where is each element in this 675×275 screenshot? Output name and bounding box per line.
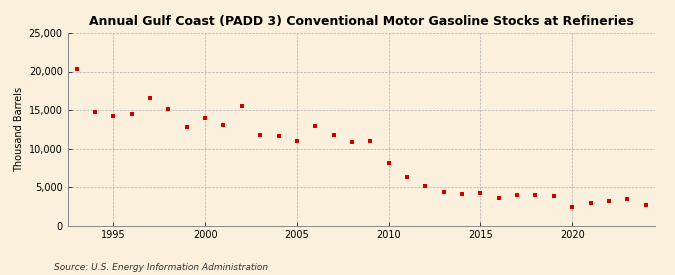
Y-axis label: Thousand Barrels: Thousand Barrels: [14, 87, 24, 172]
Text: Source: U.S. Energy Information Administration: Source: U.S. Energy Information Administ…: [54, 263, 268, 272]
Title: Annual Gulf Coast (PADD 3) Conventional Motor Gasoline Stocks at Refineries: Annual Gulf Coast (PADD 3) Conventional …: [88, 15, 634, 28]
